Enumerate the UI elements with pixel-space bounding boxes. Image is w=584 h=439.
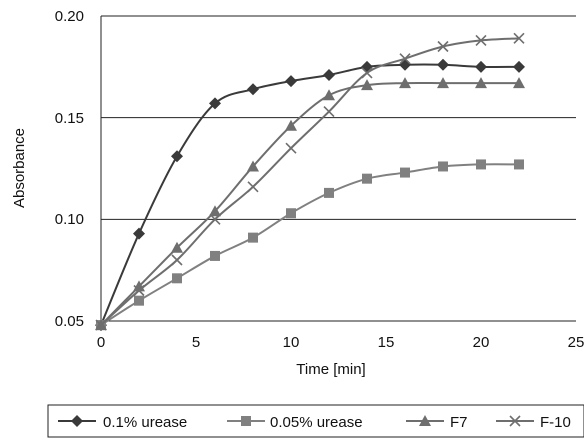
- legend-item-0: 0.1% urease: [58, 414, 187, 431]
- data-point: [361, 67, 373, 79]
- data-point: [209, 213, 221, 225]
- x-axis-title: Time [min]: [296, 361, 365, 378]
- data-point: [399, 77, 411, 89]
- legend-swatch-square: [227, 416, 265, 426]
- data-point: [437, 58, 449, 71]
- data-point: [437, 40, 449, 53]
- data-point: [171, 254, 183, 266]
- data-point: [209, 97, 221, 110]
- legend-label: 0.05% urease: [270, 414, 363, 431]
- data-point: [210, 250, 220, 261]
- series-diamond: [95, 58, 525, 332]
- data-point: [133, 284, 145, 297]
- legend-label: 0.1% urease: [103, 414, 187, 431]
- data-point: [475, 60, 487, 73]
- legend-item-1: 0.05% urease: [227, 414, 363, 431]
- data-point: [247, 181, 259, 193]
- y-tick-label: 0.20: [55, 8, 84, 25]
- data-point: [475, 77, 487, 89]
- data-point: [247, 83, 259, 96]
- data-point: [399, 58, 411, 71]
- data-point: [209, 205, 221, 217]
- data-point: [323, 68, 335, 81]
- data-point: [437, 77, 449, 89]
- data-point: [285, 142, 297, 154]
- data-point: [323, 89, 335, 101]
- data-point: [171, 150, 183, 163]
- data-point: [419, 415, 431, 426]
- data-point: [248, 232, 258, 243]
- data-point: [438, 161, 448, 172]
- data-point: [361, 79, 373, 91]
- plot-area: [95, 32, 525, 332]
- series-square: [96, 159, 524, 331]
- legend: 0.1% urease 0.05% urease F7 F-10: [58, 414, 571, 431]
- y-tick-label: 0.05: [55, 313, 84, 330]
- data-point: [362, 173, 372, 184]
- legend-swatch-triangle: [406, 415, 444, 426]
- data-point: [400, 167, 410, 178]
- series-line: [100, 81, 519, 326]
- data-point: [513, 77, 525, 89]
- data-point: [95, 319, 107, 331]
- legend-item-2: F7: [406, 414, 468, 431]
- data-point: [324, 187, 334, 198]
- y-tick-labels: 0.05 0.10 0.15 0.20: [55, 8, 84, 330]
- series-x: [95, 32, 525, 331]
- data-point: [399, 53, 411, 65]
- x-tick-label: 25: [568, 334, 584, 351]
- series-line: [100, 163, 520, 326]
- legend-item-3: F-10: [496, 414, 571, 431]
- x-tick-label: 5: [192, 334, 200, 351]
- x-tick-label: 0: [97, 334, 105, 351]
- legend-box: [47, 404, 584, 438]
- y-tick-label: 0.15: [55, 110, 84, 127]
- x-tick-label: 10: [283, 334, 300, 351]
- x-tick-labels: 0 5 10 15 20 25: [97, 334, 584, 351]
- data-point: [513, 60, 525, 73]
- data-point: [133, 227, 145, 240]
- data-point: [509, 415, 521, 427]
- data-point: [286, 208, 296, 219]
- legend-label: F7: [450, 414, 468, 431]
- y-tick-label: 0.10: [55, 211, 84, 228]
- legend-label: F-10: [540, 414, 571, 431]
- data-point: [241, 416, 251, 426]
- data-point: [171, 241, 183, 253]
- x-tick-label: 20: [473, 334, 490, 351]
- y-axis-title: Absorbance: [11, 128, 28, 208]
- data-point: [323, 106, 335, 118]
- data-point: [71, 415, 83, 427]
- data-point: [172, 273, 182, 284]
- data-point: [285, 75, 297, 88]
- data-point: [513, 32, 525, 44]
- data-point: [134, 295, 144, 306]
- data-point: [285, 119, 297, 131]
- legend-swatch-x: [496, 415, 534, 427]
- data-point: [247, 160, 259, 172]
- data-point: [475, 34, 487, 46]
- x-tick-label: 15: [378, 334, 395, 351]
- legend-swatch-diamond: [58, 415, 96, 427]
- data-point: [514, 159, 524, 170]
- data-point: [476, 159, 486, 170]
